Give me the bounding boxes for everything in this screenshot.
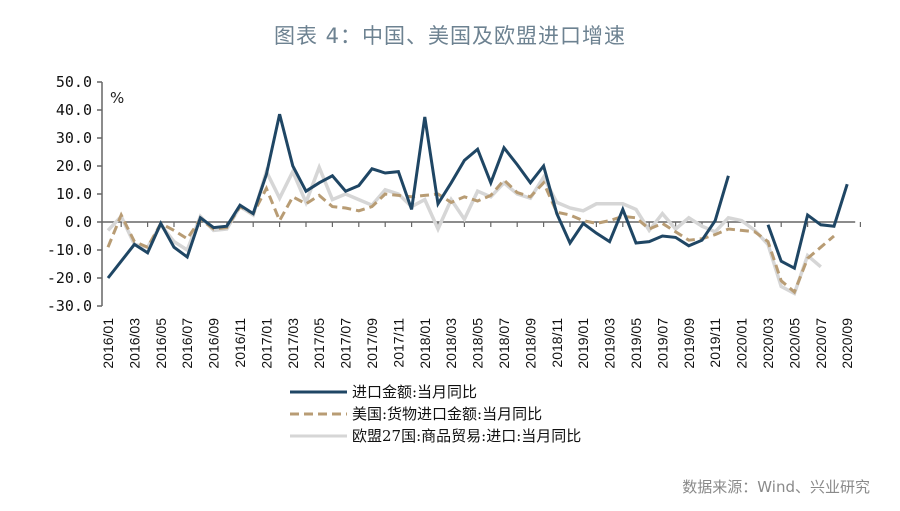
x-tick-label: 2016/09: [206, 318, 222, 369]
y-tick-label: 20.0: [56, 157, 92, 175]
series-line: [106, 113, 730, 279]
x-tick-label: 2019/07: [654, 318, 670, 369]
legend-label: 进口金额:当月同比: [352, 383, 477, 401]
y-tick-label: 10.0: [56, 185, 92, 203]
x-axis: 2016/01 2016/03 2016/05 2016/07 2016/09 2016/…: [100, 221, 862, 369]
x-tick-label: 2016/03: [126, 318, 142, 369]
legend-label: 美国:货物进口金额:当月同比: [352, 405, 542, 423]
x-tick-label: 2016/11: [232, 318, 248, 368]
x-tick-label: 2019/11: [707, 318, 723, 368]
series-line: [106, 162, 822, 296]
x-tick-label: 2018/03: [443, 318, 459, 369]
x-tick-label: 2019/01: [575, 318, 591, 369]
legend: 进口金额:当月同比美国:货物进口金额:当月同比欧盟27国:商品贸易:进口:当月同…: [290, 383, 581, 445]
x-tick-label: 2017/03: [285, 318, 301, 369]
x-tick-label: 2019/09: [681, 318, 697, 369]
y-tick-label: -10.0: [47, 241, 92, 259]
y-tick-label: 40.0: [56, 101, 92, 119]
x-tick-label: 2017/01: [258, 318, 274, 369]
y-tick-label: -20.0: [47, 269, 92, 287]
x-tick-label: 2016/07: [179, 318, 195, 369]
x-tick-label: 2019/05: [628, 318, 644, 369]
x-tick-label: 2020/07: [813, 318, 829, 369]
x-tick-label: 2016/05: [153, 318, 169, 369]
x-tick-label: 2018/09: [522, 318, 538, 369]
x-tick-label: 2017/11: [390, 318, 406, 368]
series-line: [106, 177, 835, 295]
y-tick-label: 0.0: [65, 213, 92, 231]
series-layer: [106, 113, 849, 296]
y-tick-label: -30.0: [47, 297, 92, 315]
x-tick-label: 2018/05: [470, 318, 486, 369]
x-tick-label: 2018/11: [549, 318, 565, 368]
chart-title: 图表 4：中国、美国及欧盟进口增速: [273, 24, 627, 48]
series-line: [766, 183, 849, 271]
x-tick-label: 2020/03: [760, 318, 776, 369]
y-tick-label: 50.0: [56, 73, 92, 91]
x-tick-label: 2017/09: [364, 318, 380, 369]
x-tick-label: 2018/01: [417, 318, 433, 369]
x-tick-label: 2020/01: [734, 318, 750, 369]
source-note: 数据来源：Wind、兴业研究: [682, 478, 870, 496]
x-tick-label: 2018/07: [496, 318, 512, 369]
x-tick-label: 2020/09: [839, 318, 855, 369]
x-tick-label: 2016/01: [100, 318, 116, 369]
legend-label: 欧盟27国:商品贸易:进口:当月同比: [352, 427, 581, 445]
x-tick-label: 2019/03: [602, 318, 618, 369]
x-tick-label: 2020/05: [786, 318, 802, 369]
x-tick-label: 2017/05: [311, 318, 327, 369]
y-axis: 50.0 40.0 30.0 20.0 10.0 0.0 -10.0 -20.0 -30.0: [47, 73, 103, 315]
y-unit-label: %: [110, 89, 124, 107]
y-tick-label: 30.0: [56, 129, 92, 147]
x-tick-label: 2017/07: [338, 318, 354, 369]
